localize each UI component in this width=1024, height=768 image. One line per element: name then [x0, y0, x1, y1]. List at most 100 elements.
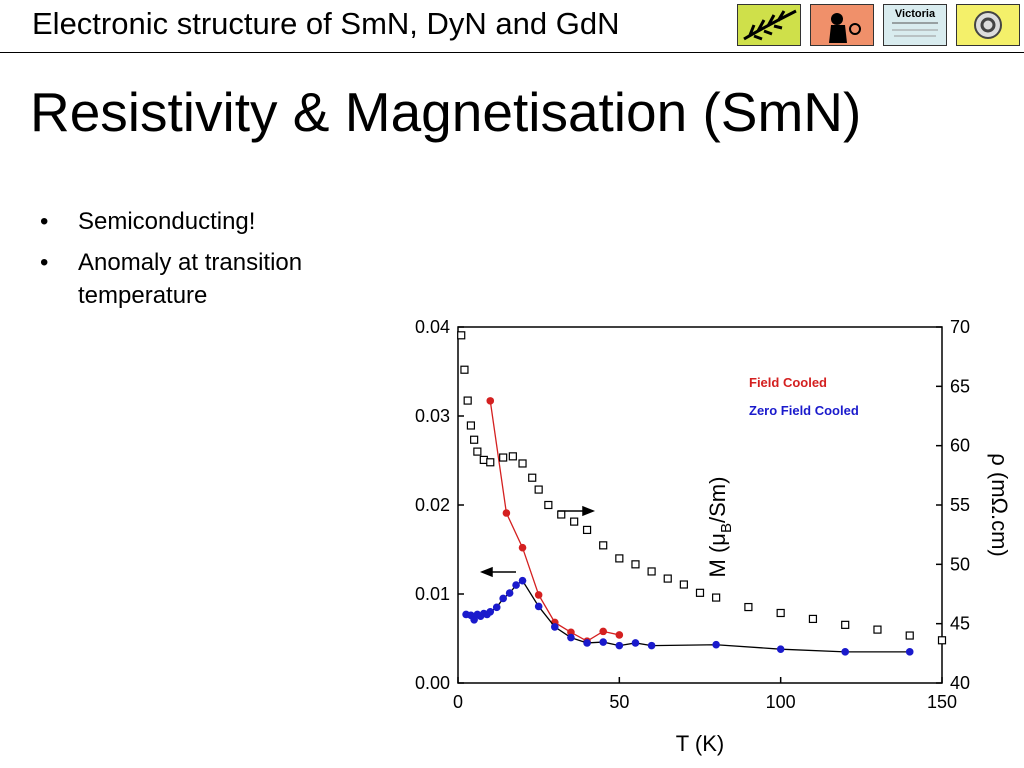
logo-text: Victoria	[895, 8, 936, 20]
point	[615, 641, 624, 650]
y-tick-label: 0.00	[415, 673, 450, 693]
point	[841, 620, 850, 629]
point	[712, 593, 721, 602]
point	[582, 525, 592, 535]
point	[905, 631, 914, 640]
series-line	[489, 400, 620, 642]
point	[776, 645, 785, 653]
point	[776, 608, 785, 618]
y2-tick-label: 50	[950, 554, 970, 574]
arrow	[479, 566, 516, 578]
point	[841, 648, 849, 656]
x-tick-label: 50	[609, 692, 629, 712]
point	[599, 638, 607, 646]
bullet: Semiconducting!	[40, 205, 360, 238]
bullet: Anomaly at transition temperature	[40, 246, 360, 312]
point	[583, 639, 591, 647]
y-label-sub: B	[718, 523, 735, 533]
legend-entry: Field Cooled	[749, 375, 827, 390]
point	[570, 517, 579, 526]
point	[615, 631, 624, 639]
x-axis-label: T (K)	[676, 731, 724, 756]
x-tick-label: 0	[453, 692, 463, 712]
x-tick-label: 100	[766, 692, 796, 712]
y-label-part: /Sm)	[705, 477, 730, 523]
logo-detective	[810, 4, 874, 46]
point	[499, 594, 507, 603]
y2-tick-label: 40	[950, 673, 970, 693]
y-label-part: M (μ	[705, 533, 730, 577]
point	[905, 648, 914, 656]
legend-entry: Zero Field Cooled	[749, 403, 859, 418]
point	[460, 365, 469, 374]
y-tick-label: 0.01	[415, 584, 450, 604]
y2-tick-label: 65	[950, 376, 970, 396]
point	[599, 541, 608, 550]
point	[463, 396, 472, 405]
point	[557, 510, 566, 519]
y-tick-label: 0.03	[415, 406, 450, 426]
point	[457, 331, 466, 340]
slide-title: Resistivity & Magnetisation (SmN)	[30, 81, 862, 143]
point	[508, 452, 517, 461]
point	[744, 602, 753, 612]
bullet-list: Semiconducting! Anomaly at transition te…	[40, 205, 360, 320]
logo-spiral	[956, 4, 1020, 46]
y-tick-label: 0.02	[415, 495, 450, 515]
point	[544, 500, 553, 510]
point	[647, 641, 656, 650]
point	[599, 627, 607, 636]
point	[512, 581, 520, 589]
point	[663, 574, 672, 583]
point	[631, 639, 640, 647]
y2-axis-label: ρ (mΩ.cm)	[987, 453, 1012, 557]
point	[615, 554, 624, 563]
x-tick-label: 150	[927, 692, 957, 712]
point	[470, 435, 479, 444]
victoria-icon: Victoria	[892, 8, 938, 37]
point	[567, 628, 575, 637]
header-rule	[0, 52, 1024, 53]
point	[518, 459, 527, 468]
point	[518, 543, 527, 552]
spiral-icon	[974, 11, 1002, 39]
logo-victoria: Victoria	[883, 4, 947, 46]
point	[534, 602, 543, 611]
point	[712, 640, 720, 649]
chart: M (μB/Sm) 0 50 100 150 0.00 0.01 0.02 0.03 0.04 4…	[415, 317, 1012, 756]
point	[486, 397, 495, 405]
y-tick-label: 0.04	[415, 317, 450, 337]
point	[528, 473, 537, 482]
arrow	[558, 505, 596, 517]
y2-tick-label: 45	[950, 614, 970, 634]
point	[505, 589, 514, 597]
point	[486, 458, 495, 467]
point	[679, 580, 688, 589]
point	[534, 591, 543, 599]
point	[518, 576, 527, 585]
point	[937, 636, 947, 645]
point	[466, 421, 476, 430]
point	[808, 614, 818, 624]
logo-fern	[737, 4, 801, 46]
point	[551, 623, 559, 631]
fern-icon	[743, 9, 797, 41]
point	[486, 608, 495, 616]
y2-tick-label: 55	[950, 495, 970, 515]
y2-tick-label: 70	[950, 317, 970, 337]
point	[492, 603, 501, 612]
point	[502, 509, 511, 517]
point	[647, 567, 656, 576]
point	[873, 625, 882, 634]
point	[631, 560, 640, 569]
point	[534, 485, 543, 494]
plot-frame	[457, 326, 943, 684]
point	[695, 588, 705, 597]
point	[473, 447, 482, 456]
series-line	[465, 579, 910, 653]
y-axis-label: M (μB/Sm)	[705, 477, 735, 578]
y2-tick-label: 60	[950, 436, 970, 456]
detective-icon	[829, 13, 861, 43]
point	[567, 633, 575, 642]
